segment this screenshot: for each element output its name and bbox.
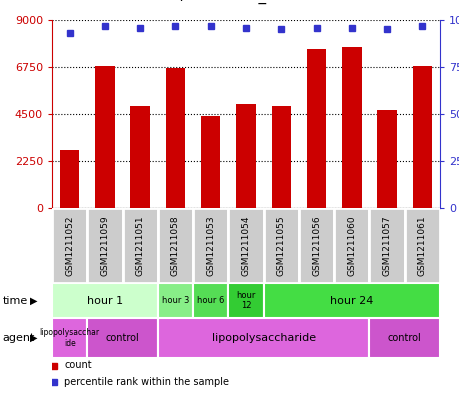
Bar: [405, 208, 440, 283]
Bar: [95, 66, 115, 208]
Bar: [201, 116, 220, 208]
Bar: [263, 283, 440, 318]
Bar: [52, 208, 87, 283]
Bar: [60, 149, 79, 208]
Bar: [236, 104, 256, 208]
Bar: [123, 208, 158, 283]
Text: control: control: [388, 333, 422, 343]
Text: GSM1211052: GSM1211052: [65, 215, 74, 276]
Bar: [369, 208, 405, 283]
Text: lipopolysaccharide: lipopolysaccharide: [212, 333, 316, 343]
Bar: [87, 318, 158, 358]
Text: hour 1: hour 1: [87, 296, 123, 305]
Text: hour 6: hour 6: [197, 296, 224, 305]
Bar: [299, 208, 334, 283]
Bar: [229, 208, 263, 283]
Bar: [193, 283, 229, 318]
Text: GSM1211061: GSM1211061: [418, 215, 427, 276]
Text: ▶: ▶: [30, 333, 37, 343]
Text: GSM1211056: GSM1211056: [312, 215, 321, 276]
Bar: [369, 318, 440, 358]
Text: GSM1211051: GSM1211051: [136, 215, 145, 276]
Text: count: count: [64, 360, 92, 371]
Bar: [334, 208, 369, 283]
Bar: [130, 106, 150, 208]
Bar: [342, 47, 362, 208]
Bar: [158, 318, 369, 358]
Text: GSM1211055: GSM1211055: [277, 215, 286, 276]
Bar: [272, 106, 291, 208]
Bar: [166, 68, 185, 208]
Bar: [307, 49, 326, 208]
Text: GSM1211053: GSM1211053: [206, 215, 215, 276]
Text: GSM1211054: GSM1211054: [241, 215, 251, 276]
Bar: [229, 283, 263, 318]
Text: hour
12: hour 12: [236, 291, 256, 310]
Text: hour 24: hour 24: [330, 296, 374, 305]
Bar: [377, 110, 397, 208]
Bar: [158, 208, 193, 283]
Text: GSM1211058: GSM1211058: [171, 215, 180, 276]
Bar: [193, 208, 229, 283]
Text: ▶: ▶: [30, 296, 37, 305]
Bar: [263, 208, 299, 283]
Text: lipopolysacchar
ide: lipopolysacchar ide: [39, 328, 100, 348]
Text: agent: agent: [2, 333, 35, 343]
Text: time: time: [2, 296, 28, 305]
Bar: [52, 318, 87, 358]
Bar: [52, 283, 158, 318]
Text: percentile rank within the sample: percentile rank within the sample: [64, 377, 230, 387]
Bar: [87, 208, 123, 283]
Bar: [413, 66, 432, 208]
Text: hour 3: hour 3: [162, 296, 189, 305]
Text: GSM1211059: GSM1211059: [101, 215, 109, 276]
Text: control: control: [106, 333, 140, 343]
Text: GSM1211060: GSM1211060: [347, 215, 356, 276]
Bar: [158, 283, 193, 318]
Text: GDS5252 / 1398300_at: GDS5252 / 1398300_at: [104, 0, 281, 4]
Text: GSM1211057: GSM1211057: [383, 215, 392, 276]
